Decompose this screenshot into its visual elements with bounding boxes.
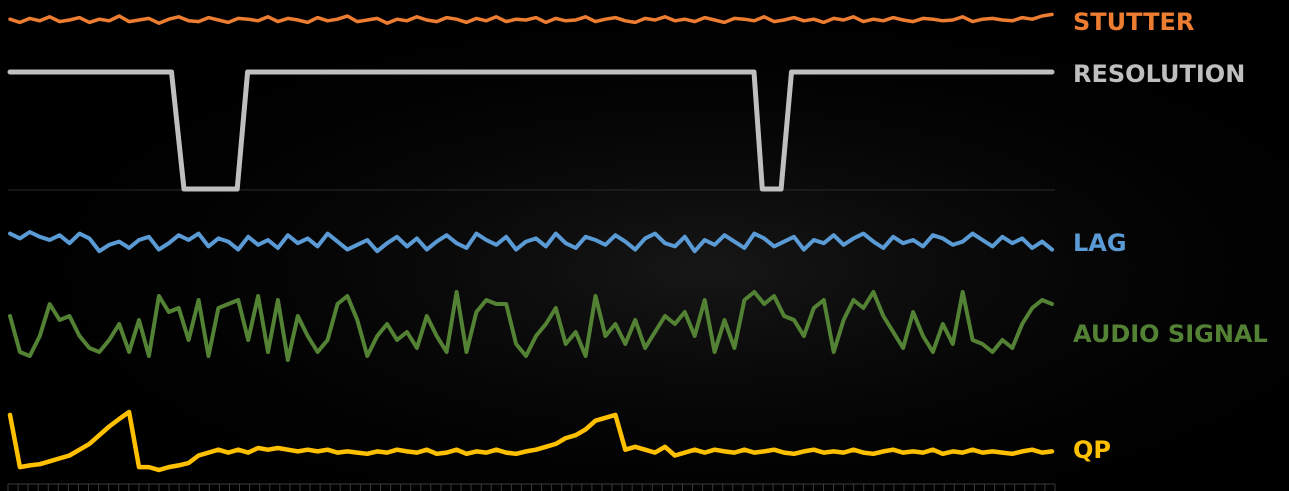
series-line-stutter (8, 12, 1054, 25)
series-line-lag (8, 230, 1054, 254)
series-label-stutter: STUTTER (1073, 8, 1194, 36)
series-label-qp: QP (1073, 436, 1111, 464)
series-label-lag: LAG (1073, 229, 1127, 257)
x-axis-ticks (7, 483, 1056, 491)
series-label-audio-signal: AUDIO SIGNAL (1073, 320, 1268, 348)
series-label-resolution: RESOLUTION (1073, 60, 1245, 88)
series-layer: STUTTER RESOLUTION LAG AUDIO SIGNAL QP (7, 8, 1268, 473)
series-line-audio-signal (8, 290, 1054, 362)
series-line-qp (7, 409, 1055, 473)
series-line-resolution (7, 69, 1055, 192)
